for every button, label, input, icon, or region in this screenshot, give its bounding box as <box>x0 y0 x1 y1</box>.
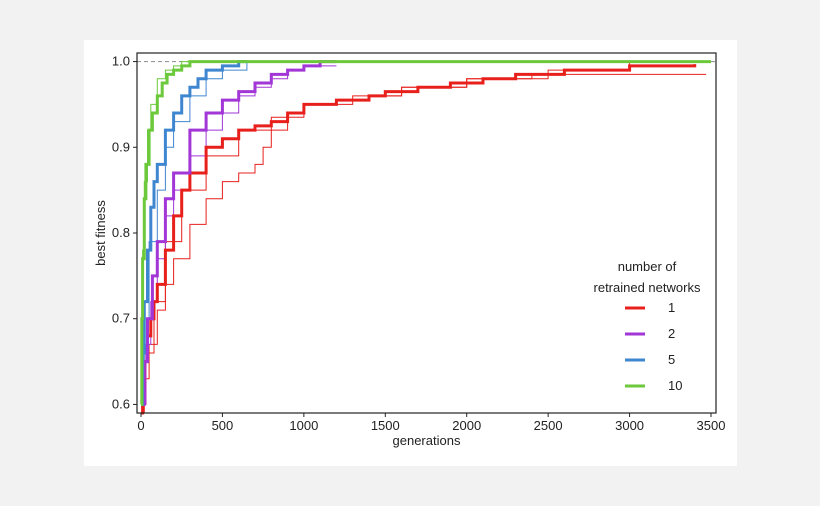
series-line-2-4 <box>141 65 337 405</box>
y-axis-label: best fitness <box>93 200 108 266</box>
legend-label-2: 2 <box>668 326 675 341</box>
x-tick-label: 3500 <box>697 418 726 433</box>
y-tick-label: 0.6 <box>112 396 130 411</box>
y-tick-label: 0.7 <box>112 311 130 326</box>
x-tick-label: 1500 <box>371 418 400 433</box>
series-line-1-0 <box>141 64 697 415</box>
legend-label-1: 1 <box>668 300 675 315</box>
x-tick-label: 0 <box>137 418 144 433</box>
series-line-1-1 <box>141 73 707 414</box>
x-tick-label: 500 <box>212 418 234 433</box>
legend-label-5: 5 <box>668 352 675 367</box>
legend-title: retrained networks <box>594 280 701 295</box>
x-axis-label: generations <box>393 433 461 448</box>
series-line-5-5 <box>141 60 247 406</box>
x-tick-label: 1000 <box>289 418 318 433</box>
y-tick-label: 0.9 <box>112 139 130 154</box>
x-tick-label: 2500 <box>534 418 563 433</box>
legend-label-10: 10 <box>668 378 682 393</box>
x-tick-label: 2000 <box>452 418 481 433</box>
legend-title: number of <box>618 259 677 274</box>
fitness-chart: 0 500 1000 1500 2000 2500 3000 3500 0.6 0.7 0.8 0.9… <box>93 52 726 448</box>
series-line-10-7 <box>140 60 711 406</box>
y-tick-label: 1.0 <box>112 54 130 69</box>
chart-card: 0 500 1000 1500 2000 2500 3000 3500 0.6 0.7 0.8 0.9… <box>84 40 737 466</box>
y-tick-label: 0.8 <box>112 225 130 240</box>
x-tick-label: 3000 <box>615 418 644 433</box>
series-line-2-3 <box>141 60 337 406</box>
